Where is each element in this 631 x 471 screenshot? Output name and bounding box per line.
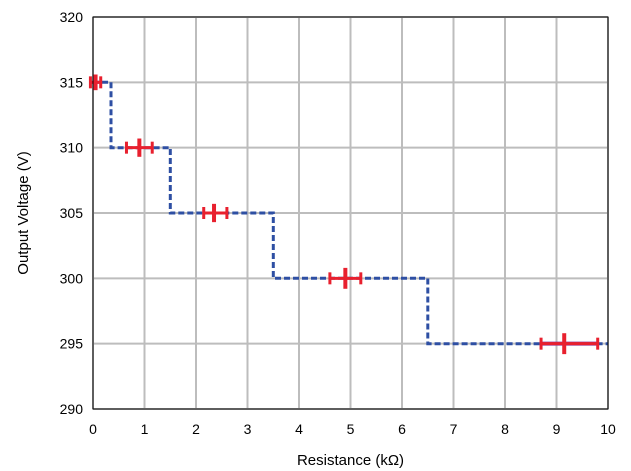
y-axis-label: Output Voltage (V) (15, 151, 32, 274)
x-tick-label: 7 (450, 421, 458, 437)
x-tick-label: 1 (141, 421, 149, 437)
x-tick-label: 9 (553, 421, 561, 437)
y-tick-label: 315 (60, 74, 84, 90)
x-tick-labels: 0 1 2 3 4 5 6 7 8 9 10 (89, 421, 616, 437)
x-tick-label: 4 (295, 421, 303, 437)
x-tick-label: 5 (347, 421, 355, 437)
x-axis-label: Resistance (kΩ) (297, 452, 404, 469)
error-bar-point (202, 203, 229, 223)
plot-frame (92, 16, 609, 410)
error-bars (88, 74, 600, 355)
error-bar-point (539, 333, 600, 355)
x-tick-label: 10 (600, 421, 616, 437)
step-line (93, 80, 608, 346)
error-bar-point (88, 74, 103, 91)
y-tick-labels: 290 295 300 305 310 315 320 (60, 9, 84, 417)
x-tick-label: 0 (89, 421, 97, 437)
y-tick-label: 300 (60, 270, 84, 286)
x-tick-label: 8 (501, 421, 509, 437)
x-tick-label: 3 (244, 421, 252, 437)
y-tick-label: 310 (60, 140, 84, 156)
y-tick-label: 290 (60, 401, 84, 417)
y-tick-label: 320 (60, 9, 84, 25)
x-tick-label: 2 (192, 421, 200, 437)
x-tick-label: 6 (398, 421, 406, 437)
error-bar-point (328, 267, 363, 289)
y-tick-label: 305 (60, 205, 84, 221)
step-series-line (93, 80, 608, 346)
y-tick-label: 295 (60, 336, 84, 352)
error-bar-point (124, 138, 154, 157)
